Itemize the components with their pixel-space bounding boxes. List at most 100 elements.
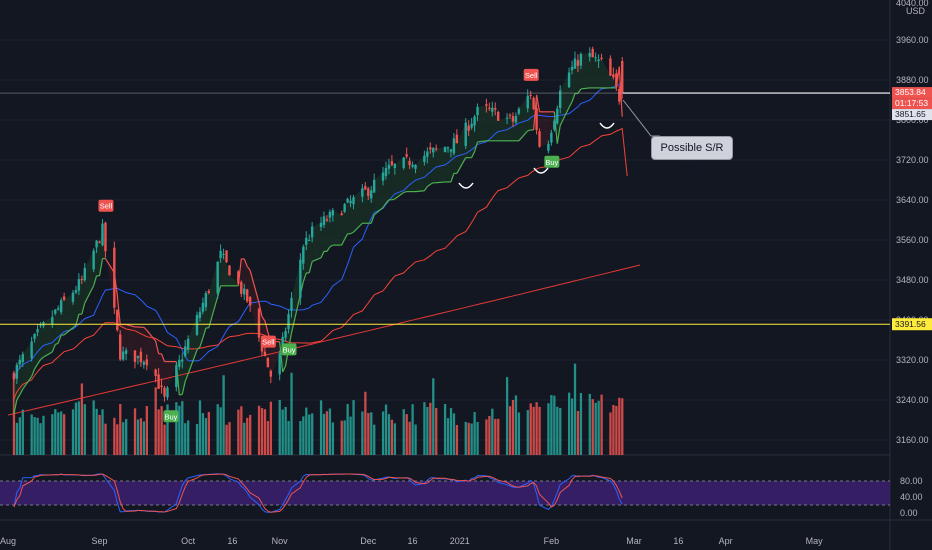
volume-bar bbox=[387, 414, 391, 455]
price-tick: 3720.00 bbox=[896, 155, 929, 165]
signal-label: Buy bbox=[545, 158, 558, 167]
volume-bar bbox=[284, 406, 287, 455]
volume-bar bbox=[228, 422, 231, 455]
volume-bar bbox=[18, 417, 22, 455]
volume-bar bbox=[77, 401, 81, 455]
volume-bar bbox=[364, 391, 367, 455]
supertrend-band bbox=[309, 226, 313, 273]
volume-bar bbox=[125, 419, 128, 455]
supertrend-line bbox=[618, 66, 623, 117]
supertrend-band bbox=[598, 59, 602, 88]
supertrend-line bbox=[196, 346, 201, 351]
volume-bar bbox=[352, 400, 355, 455]
volume-bar bbox=[494, 418, 497, 455]
volume-bar bbox=[287, 420, 290, 455]
candle-body bbox=[322, 216, 326, 225]
volume-bar bbox=[166, 404, 169, 455]
candle-body bbox=[494, 107, 497, 110]
candle-body bbox=[160, 385, 163, 388]
supertrend-band bbox=[96, 240, 100, 276]
supertrend-band bbox=[229, 275, 239, 286]
supertrend-band bbox=[394, 157, 404, 199]
candle-body bbox=[142, 361, 146, 365]
volume-bar bbox=[290, 372, 293, 455]
supertrend-line bbox=[385, 199, 390, 204]
supertrend-line bbox=[450, 173, 455, 183]
candle-body bbox=[408, 160, 411, 166]
candle-body bbox=[496, 111, 500, 121]
supertrend-line bbox=[22, 376, 33, 390]
volume-bar bbox=[136, 419, 140, 455]
volume-bar bbox=[547, 403, 550, 455]
candle-body bbox=[615, 73, 618, 87]
supertrend-line bbox=[261, 316, 266, 322]
volume-bar bbox=[556, 406, 559, 455]
buy-signal bbox=[544, 155, 560, 168]
supertrend-line bbox=[474, 141, 479, 152]
candle-body bbox=[328, 211, 332, 218]
candle-body bbox=[426, 151, 429, 157]
supertrend-line bbox=[43, 351, 53, 358]
supertrend-line bbox=[290, 294, 301, 334]
supertrend-line bbox=[160, 353, 166, 362]
candle-body bbox=[204, 293, 208, 308]
candle-body bbox=[361, 188, 364, 197]
candle-body bbox=[367, 188, 370, 196]
volume-bar bbox=[154, 387, 157, 455]
price-tick: 3880.00 bbox=[896, 75, 929, 85]
candle-body bbox=[163, 387, 166, 397]
volume-bar bbox=[30, 414, 33, 455]
volume-bar bbox=[57, 412, 60, 455]
candle-body bbox=[21, 354, 24, 363]
time-tick: 16 bbox=[673, 536, 683, 546]
candle-body bbox=[476, 107, 479, 116]
volume-bar bbox=[278, 400, 281, 455]
axis-header-price: 4040.00 bbox=[896, 0, 929, 8]
candle-body bbox=[245, 289, 249, 302]
volume-bar bbox=[98, 414, 101, 455]
supertrend-band bbox=[34, 329, 38, 369]
volume-bar bbox=[21, 409, 24, 455]
supertrend-line bbox=[415, 190, 425, 193]
supertrend-line bbox=[308, 261, 313, 274]
horizontal-lines bbox=[0, 92, 890, 325]
stoch-band bbox=[0, 481, 890, 505]
sell-signal bbox=[98, 199, 114, 212]
candle-body bbox=[133, 350, 137, 362]
candle-body bbox=[51, 316, 54, 324]
candle-body bbox=[287, 314, 290, 329]
supertrend-band bbox=[447, 147, 451, 182]
volume-bar bbox=[550, 395, 553, 455]
candle-body bbox=[618, 88, 621, 102]
time-tick: May bbox=[806, 536, 824, 546]
volume-bar bbox=[485, 419, 488, 455]
price-tick: 3320.00 bbox=[896, 355, 929, 365]
volume-bar bbox=[83, 404, 86, 455]
candle-body bbox=[12, 372, 16, 379]
time-tick: Mar bbox=[626, 536, 642, 546]
candle-body bbox=[15, 364, 19, 379]
candle-body bbox=[178, 359, 181, 367]
volume-bar bbox=[281, 409, 284, 455]
volume-bar bbox=[473, 412, 476, 455]
supertrend-line bbox=[125, 323, 136, 328]
candle-body bbox=[470, 123, 473, 128]
candle-body bbox=[198, 311, 202, 319]
candle-body bbox=[154, 369, 157, 377]
supertrend-band bbox=[430, 147, 434, 185]
volume-bar bbox=[269, 401, 273, 455]
candle-body bbox=[305, 237, 308, 245]
supertrend-band bbox=[329, 210, 333, 247]
candle-body bbox=[257, 308, 261, 338]
candle-body bbox=[556, 108, 559, 124]
candle-body bbox=[54, 309, 57, 314]
supertrend-line bbox=[93, 275, 98, 286]
volume-bar bbox=[225, 424, 228, 455]
supertrend-band bbox=[347, 198, 351, 234]
volume-bar bbox=[505, 377, 509, 455]
support-badge-bg bbox=[892, 318, 932, 331]
volume-bar bbox=[612, 404, 615, 455]
supertrend-line bbox=[329, 244, 334, 248]
supertrend-band bbox=[326, 211, 330, 252]
signal-label: Sell bbox=[262, 338, 275, 347]
